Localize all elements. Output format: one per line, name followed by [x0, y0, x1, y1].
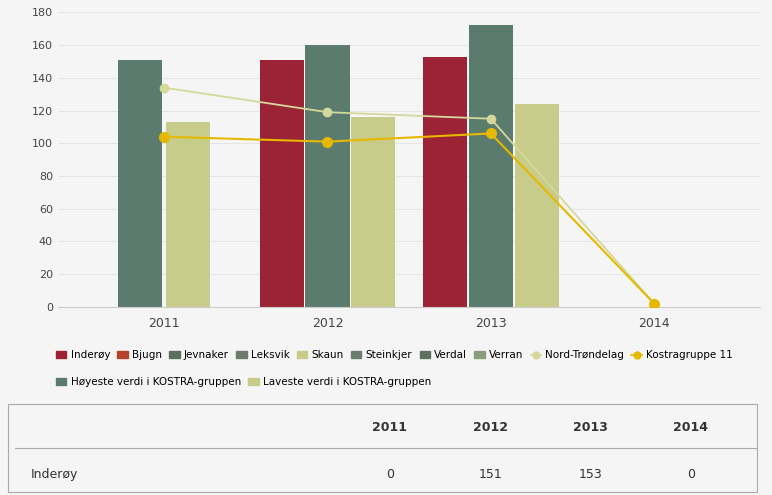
Text: 0: 0: [386, 468, 394, 481]
Text: 2012: 2012: [472, 421, 508, 434]
Text: 151: 151: [479, 468, 502, 481]
Text: 2014: 2014: [673, 421, 709, 434]
Text: 2011: 2011: [372, 421, 408, 434]
Text: 2013: 2013: [573, 421, 608, 434]
Legend: Høyeste verdi i KOSTRA-gruppen, Laveste verdi i KOSTRA-gruppen: Høyeste verdi i KOSTRA-gruppen, Laveste …: [56, 377, 431, 387]
Text: 153: 153: [579, 468, 602, 481]
Text: Inderøy: Inderøy: [31, 468, 78, 481]
Bar: [306, 45, 350, 307]
Bar: [423, 56, 467, 307]
Text: 0: 0: [687, 468, 695, 481]
Bar: [166, 122, 210, 307]
Bar: [351, 117, 395, 307]
Bar: [514, 104, 559, 307]
Bar: [259, 60, 303, 307]
Bar: [118, 60, 162, 307]
Bar: [469, 25, 513, 307]
